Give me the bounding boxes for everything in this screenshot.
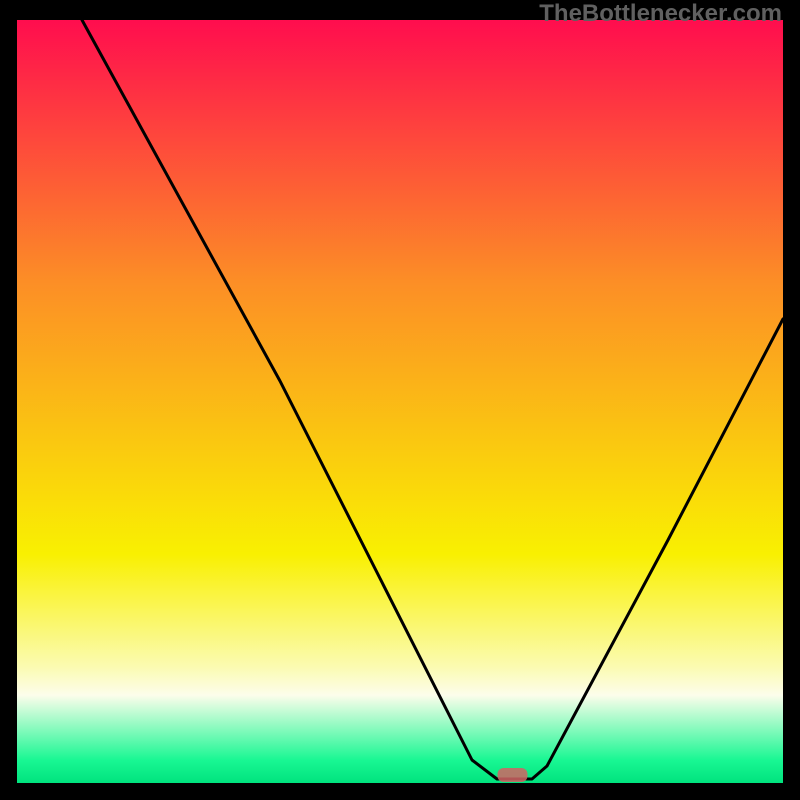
watermark-text: TheBottlenecker.com bbox=[539, 0, 782, 28]
optimum-marker bbox=[498, 768, 528, 782]
plot-background bbox=[17, 20, 783, 783]
chart-svg bbox=[0, 0, 800, 800]
bottleneck-chart: TheBottlenecker.com bbox=[0, 0, 800, 800]
